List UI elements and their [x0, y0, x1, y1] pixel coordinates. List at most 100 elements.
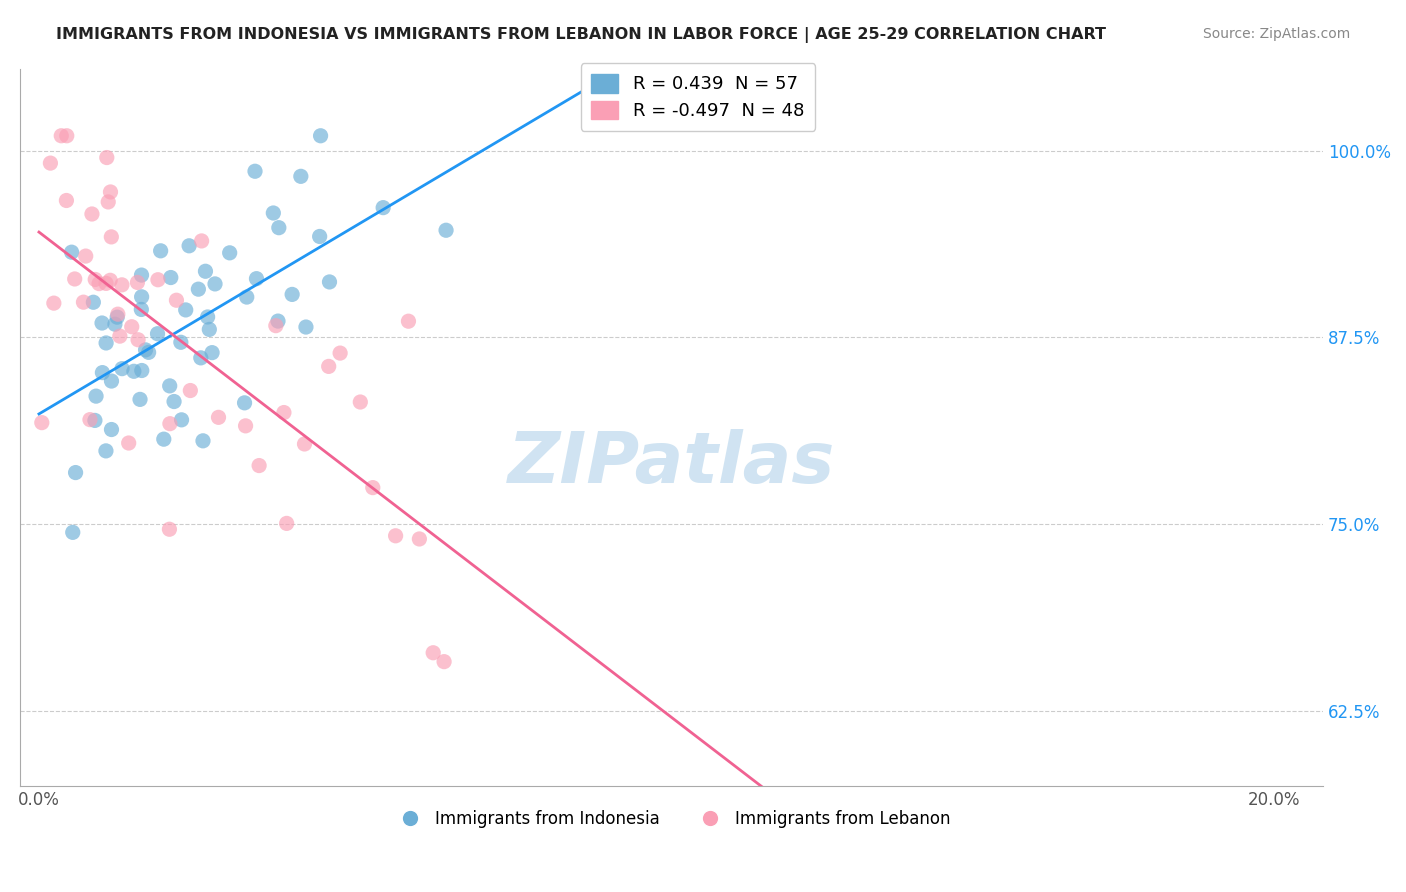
- Immigrants from Lebanon: [108, 329, 131, 343]
- Immigrants from Indonesia: [131, 290, 153, 304]
- Immigrants from Indonesia: [100, 423, 122, 437]
- Immigrants from Lebanon: [146, 273, 169, 287]
- Immigrants from Lebanon: [39, 156, 62, 170]
- Immigrants from Lebanon: [349, 395, 371, 409]
- Immigrants from Indonesia: [163, 394, 186, 409]
- Immigrants from Indonesia: [309, 128, 332, 143]
- Immigrants from Lebanon: [87, 277, 110, 291]
- Immigrants from Lebanon: [165, 293, 187, 308]
- Immigrants from Indonesia: [60, 245, 83, 260]
- Immigrants from Indonesia: [243, 164, 266, 178]
- Immigrants from Lebanon: [329, 346, 352, 360]
- Immigrants from Indonesia: [129, 392, 152, 407]
- Immigrants from Lebanon: [51, 128, 73, 143]
- Immigrants from Indonesia: [149, 244, 172, 258]
- Immigrants from Lebanon: [127, 333, 149, 347]
- Immigrants from Lebanon: [107, 307, 129, 321]
- Immigrants from Lebanon: [100, 230, 122, 244]
- Immigrants from Indonesia: [281, 287, 304, 301]
- Immigrants from Indonesia: [204, 277, 226, 291]
- Immigrants from Lebanon: [127, 276, 149, 290]
- Immigrants from Lebanon: [98, 273, 121, 287]
- Immigrants from Lebanon: [179, 384, 201, 398]
- Immigrants from Lebanon: [264, 318, 287, 333]
- Immigrants from Lebanon: [63, 272, 86, 286]
- Immigrants from Lebanon: [398, 314, 420, 328]
- Immigrants from Indonesia: [122, 364, 145, 378]
- Immigrants from Lebanon: [42, 296, 65, 310]
- Legend: Immigrants from Indonesia, Immigrants from Lebanon: Immigrants from Indonesia, Immigrants fr…: [387, 804, 957, 835]
- Immigrants from Lebanon: [157, 522, 180, 536]
- Immigrants from Lebanon: [118, 436, 141, 450]
- Immigrants from Lebanon: [294, 437, 316, 451]
- Immigrants from Indonesia: [245, 271, 267, 285]
- Immigrants from Lebanon: [80, 207, 103, 221]
- Immigrants from Indonesia: [295, 320, 318, 334]
- Immigrants from Indonesia: [174, 302, 197, 317]
- Immigrants from Lebanon: [276, 516, 298, 531]
- Immigrants from Indonesia: [91, 366, 114, 380]
- Immigrants from Indonesia: [190, 351, 212, 365]
- Immigrants from Lebanon: [247, 458, 270, 473]
- Immigrants from Lebanon: [361, 481, 384, 495]
- Immigrants from Indonesia: [201, 345, 224, 359]
- Immigrants from Indonesia: [105, 310, 128, 325]
- Immigrants from Indonesia: [65, 466, 87, 480]
- Immigrants from Lebanon: [97, 194, 120, 209]
- Immigrants from Indonesia: [170, 335, 193, 350]
- Immigrants from Lebanon: [94, 277, 117, 291]
- Immigrants from Lebanon: [96, 151, 118, 165]
- Immigrants from Indonesia: [218, 245, 240, 260]
- Immigrants from Indonesia: [170, 413, 193, 427]
- Immigrants from Indonesia: [434, 223, 457, 237]
- Immigrants from Lebanon: [384, 529, 406, 543]
- Immigrants from Indonesia: [198, 322, 221, 336]
- Immigrants from Lebanon: [433, 655, 456, 669]
- Immigrants from Indonesia: [131, 268, 153, 282]
- Immigrants from Indonesia: [131, 302, 153, 317]
- Immigrants from Lebanon: [121, 319, 143, 334]
- Text: ZIPatlas: ZIPatlas: [508, 428, 835, 498]
- Immigrants from Indonesia: [159, 379, 181, 393]
- Immigrants from Lebanon: [207, 410, 229, 425]
- Immigrants from Indonesia: [187, 282, 209, 296]
- Immigrants from Indonesia: [135, 343, 157, 357]
- Immigrants from Indonesia: [159, 270, 181, 285]
- Immigrants from Indonesia: [104, 317, 127, 331]
- Immigrants from Indonesia: [146, 326, 169, 341]
- Immigrants from Indonesia: [235, 290, 257, 304]
- Immigrants from Lebanon: [55, 128, 77, 143]
- Immigrants from Indonesia: [131, 363, 153, 377]
- Text: Source: ZipAtlas.com: Source: ZipAtlas.com: [1202, 27, 1350, 41]
- Immigrants from Indonesia: [194, 264, 217, 278]
- Immigrants from Lebanon: [422, 646, 444, 660]
- Immigrants from Indonesia: [138, 345, 160, 359]
- Immigrants from Indonesia: [318, 275, 340, 289]
- Immigrants from Indonesia: [84, 389, 107, 403]
- Immigrants from Lebanon: [55, 194, 77, 208]
- Immigrants from Indonesia: [91, 316, 114, 330]
- Immigrants from Lebanon: [79, 412, 101, 426]
- Immigrants from Indonesia: [100, 374, 122, 388]
- Immigrants from Indonesia: [94, 335, 117, 350]
- Immigrants from Indonesia: [191, 434, 214, 448]
- Immigrants from Indonesia: [262, 206, 284, 220]
- Immigrants from Indonesia: [62, 525, 84, 540]
- Immigrants from Indonesia: [267, 314, 290, 328]
- Immigrants from Lebanon: [84, 272, 107, 286]
- Immigrants from Indonesia: [308, 229, 330, 244]
- Immigrants from Lebanon: [72, 295, 94, 310]
- Immigrants from Lebanon: [111, 277, 134, 292]
- Immigrants from Lebanon: [273, 405, 295, 419]
- Immigrants from Lebanon: [31, 416, 53, 430]
- Immigrants from Lebanon: [159, 417, 181, 431]
- Immigrants from Lebanon: [235, 418, 257, 433]
- Immigrants from Indonesia: [290, 169, 312, 184]
- Text: IMMIGRANTS FROM INDONESIA VS IMMIGRANTS FROM LEBANON IN LABOR FORCE | AGE 25-29 : IMMIGRANTS FROM INDONESIA VS IMMIGRANTS …: [56, 27, 1107, 43]
- Immigrants from Lebanon: [100, 185, 122, 199]
- Immigrants from Indonesia: [94, 443, 117, 458]
- Immigrants from Indonesia: [83, 413, 105, 427]
- Immigrants from Indonesia: [233, 396, 256, 410]
- Immigrants from Indonesia: [373, 201, 395, 215]
- Immigrants from Indonesia: [152, 432, 174, 446]
